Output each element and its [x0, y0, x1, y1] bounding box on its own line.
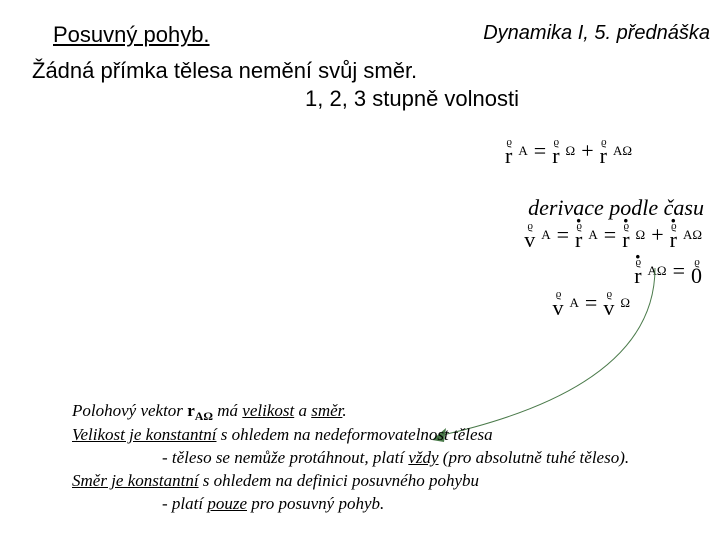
footer-explanation: Polohový vektor rAΩ má velikost a směr. …	[72, 400, 629, 516]
equation-2: ϱvA = ϱrA = ϱrΩ + ϱrAΩ	[524, 222, 702, 248]
page-title: Posuvný pohyb.	[53, 22, 210, 48]
equation-4: ϱvA = ϱvΩ	[553, 290, 630, 316]
equation-1: ϱrA = ϱrΩ + ϱrAΩ	[505, 138, 632, 164]
lecture-label: Dynamika I, 5. přednáška	[483, 22, 712, 48]
degrees-line: 1, 2, 3 stupně volnosti	[0, 84, 720, 112]
derivative-label: derivace podle času	[528, 195, 704, 221]
header-row: Posuvný pohyb. Dynamika I, 5. přednáška	[0, 0, 720, 48]
equation-3: ϱrAΩ = ϱ0	[634, 258, 702, 284]
definition-line: Žádná přímka tělesa nemění svůj směr.	[0, 48, 720, 84]
